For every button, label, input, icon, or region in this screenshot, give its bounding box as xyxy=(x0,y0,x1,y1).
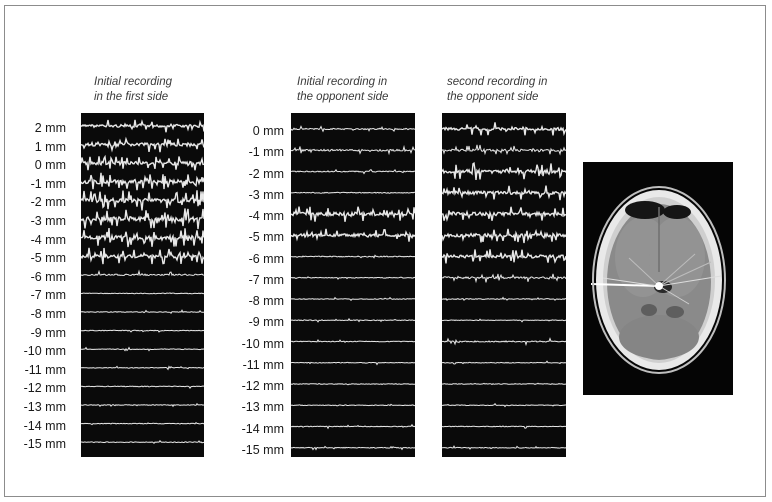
recording-trace xyxy=(81,402,204,408)
recording-trace xyxy=(81,292,204,295)
panel-3-title-line1: second recording in xyxy=(447,76,548,88)
recording-trace xyxy=(442,185,566,201)
recording-trace xyxy=(81,385,204,389)
panel-2-title-line1: Initial recording in xyxy=(297,76,388,88)
recording-trace xyxy=(442,162,566,180)
depth-label: -3 mm xyxy=(30,214,66,228)
depth-label: -13 mm xyxy=(23,400,66,414)
recording-trace xyxy=(81,365,204,371)
panel-1-title: Initial recording in the first side xyxy=(94,75,234,105)
panel-2-title: Initial recording in the opponent side xyxy=(297,75,437,105)
depth-label: -9 mm xyxy=(30,325,66,340)
recording-trace xyxy=(291,423,415,430)
depth-label: -4 mm xyxy=(30,232,66,247)
recording-trace xyxy=(291,144,415,156)
recording-trace xyxy=(291,403,415,407)
depth-label: -14 mm xyxy=(23,418,66,433)
depth-label: -2 mm xyxy=(30,195,66,210)
recording-trace xyxy=(81,172,204,191)
depth-label: -5 mm xyxy=(248,230,284,245)
recording-trace xyxy=(291,361,415,366)
recording-trace xyxy=(291,445,415,451)
depth-label: -2 mm xyxy=(248,166,284,181)
recording-trace xyxy=(442,296,566,301)
recording-trace xyxy=(442,402,566,408)
depth-label: 1 mm xyxy=(34,139,66,154)
recording-trace xyxy=(442,318,566,323)
recording-trace xyxy=(442,425,566,429)
recording-trace xyxy=(291,206,415,222)
depth-label: -14 mm xyxy=(241,421,284,436)
brain-ct-scan-image xyxy=(583,162,733,395)
depth-label: -11 mm xyxy=(242,357,284,372)
recording-trace xyxy=(291,296,415,302)
recording-trace xyxy=(81,136,204,153)
recording-trace xyxy=(442,228,566,244)
recording-trace xyxy=(442,382,566,386)
recording-trace xyxy=(81,439,204,445)
recording-trace xyxy=(291,338,415,343)
depth-label: -8 mm xyxy=(248,294,284,308)
recording-trace xyxy=(442,122,566,137)
recording-trace xyxy=(81,247,204,265)
depth-label: 0 mm xyxy=(252,124,284,138)
panel-3-title: second recording in the opponent side xyxy=(447,75,587,105)
depth-label: -9 mm xyxy=(248,315,284,330)
recording-trace xyxy=(81,208,204,230)
depth-label: -12 mm xyxy=(23,381,66,396)
recording-trace xyxy=(291,382,415,386)
recording-trace xyxy=(442,337,566,347)
recording-trace xyxy=(81,119,204,133)
depth-label: -15 mm xyxy=(241,442,284,457)
recording-trace xyxy=(291,168,415,175)
recording-trace xyxy=(81,269,204,277)
depth-label: -5 mm xyxy=(30,251,66,266)
depth-label: -7 mm xyxy=(30,288,66,303)
recording-trace xyxy=(81,309,204,314)
depth-label: -13 mm xyxy=(241,400,284,415)
recording-trace xyxy=(442,445,566,450)
recording-trace xyxy=(291,191,415,194)
panel-2-title-line2: the opponent side xyxy=(297,91,389,103)
depth-label: -15 mm xyxy=(23,437,66,452)
panel-3-title-line2: the opponent side xyxy=(447,91,539,103)
panel-2-recording xyxy=(291,113,415,457)
recording-trace xyxy=(442,249,566,264)
depth-label: -4 mm xyxy=(248,209,284,223)
recording-trace xyxy=(291,276,415,280)
recording-trace xyxy=(291,228,415,242)
depth-label: -3 mm xyxy=(248,187,284,202)
recording-trace xyxy=(291,125,415,133)
recording-trace xyxy=(81,154,204,171)
depth-label: -1 mm xyxy=(30,176,66,191)
recording-trace xyxy=(442,273,566,284)
depth-label: -10 mm xyxy=(23,344,66,359)
panel-1-recording xyxy=(81,113,204,457)
recording-trace xyxy=(81,346,204,352)
depth-label: -1 mm xyxy=(248,145,284,160)
depth-label: -10 mm xyxy=(241,336,284,351)
recording-trace xyxy=(442,360,566,365)
panel-1-title-line2: in the first side xyxy=(94,91,169,103)
panel-1-title-line1: Initial recording xyxy=(94,76,172,88)
recording-trace xyxy=(291,317,415,323)
depth-label: -12 mm xyxy=(241,379,284,393)
depth-label: -7 mm xyxy=(248,272,284,287)
recording-trace xyxy=(81,228,204,248)
depth-label: 2 mm xyxy=(34,121,66,135)
depth-label: 0 mm xyxy=(34,158,66,173)
depth-label: -6 mm xyxy=(30,269,66,284)
depth-label: -6 mm xyxy=(248,251,284,266)
depth-label: -8 mm xyxy=(30,307,66,321)
recording-trace xyxy=(81,329,204,333)
recording-trace xyxy=(442,206,566,223)
recording-trace xyxy=(81,421,204,426)
recording-trace xyxy=(291,254,415,259)
panel-3-recording xyxy=(442,113,566,457)
depth-label: -11 mm xyxy=(24,362,66,377)
recording-trace xyxy=(442,144,566,156)
recording-trace xyxy=(81,190,204,211)
